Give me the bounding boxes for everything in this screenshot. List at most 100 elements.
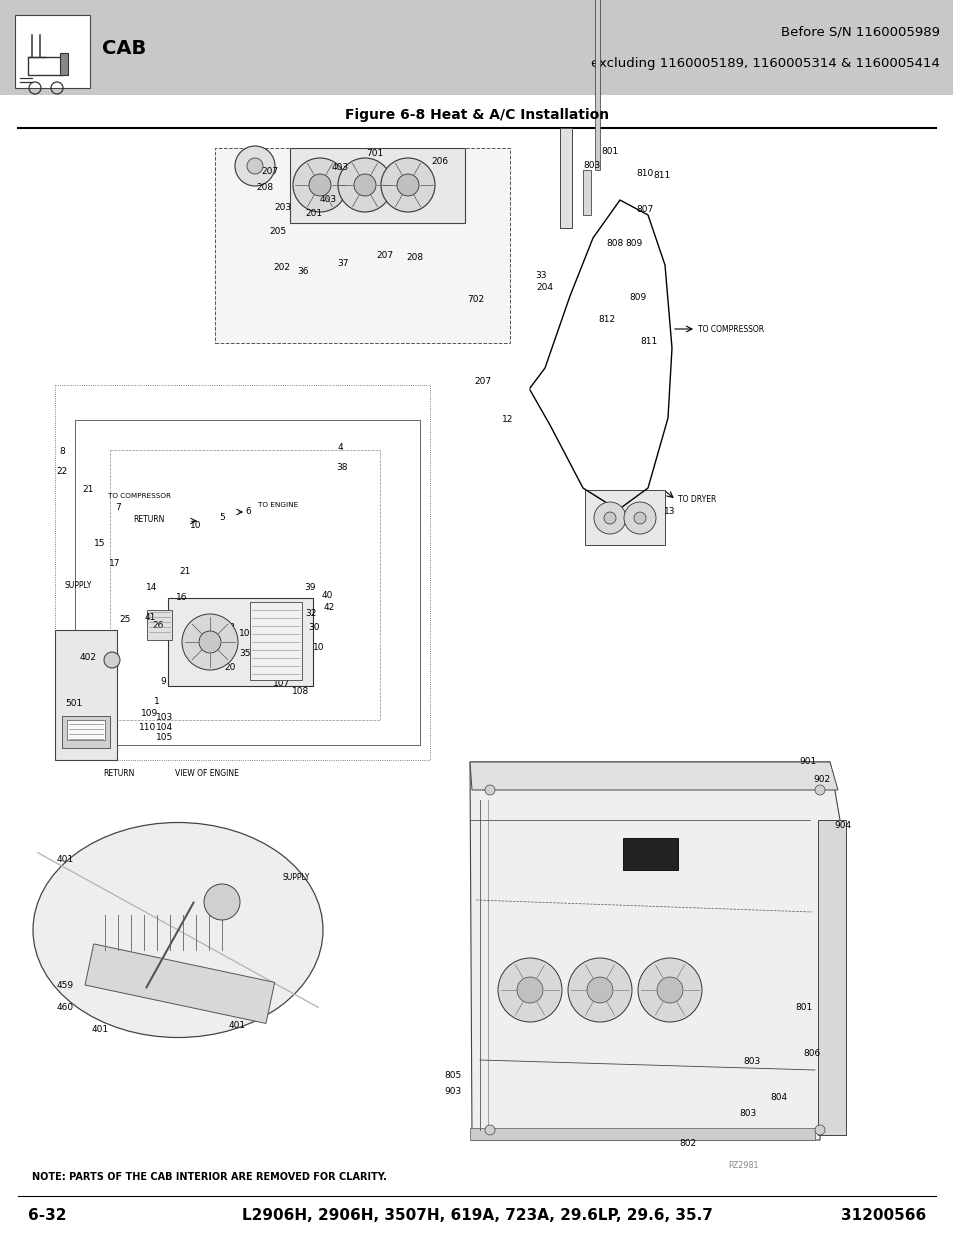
- Bar: [582, 170, 590, 215]
- Text: 402: 402: [79, 653, 96, 662]
- Text: 901: 901: [799, 757, 816, 767]
- Bar: [470, 1128, 814, 1140]
- Text: 42: 42: [323, 604, 335, 613]
- Text: 204: 204: [536, 284, 553, 293]
- Text: 12: 12: [502, 415, 513, 425]
- Text: 10: 10: [190, 520, 201, 530]
- Text: Before S/N 1160005989: Before S/N 1160005989: [781, 26, 939, 38]
- Circle shape: [204, 884, 240, 920]
- Text: 109: 109: [141, 709, 158, 719]
- Text: 207: 207: [376, 251, 394, 259]
- Text: 801: 801: [600, 147, 618, 157]
- Circle shape: [293, 158, 347, 212]
- Text: 460: 460: [56, 1004, 73, 1013]
- Text: 803: 803: [739, 1109, 756, 1118]
- Bar: [67, 720, 105, 740]
- Text: 206: 206: [431, 158, 448, 167]
- Text: 702: 702: [467, 295, 484, 305]
- Text: 32: 32: [305, 610, 316, 619]
- FancyArrowPatch shape: [146, 903, 193, 988]
- Polygon shape: [470, 762, 837, 790]
- Bar: [15, 15, 90, 88]
- Circle shape: [594, 501, 625, 534]
- Text: 701: 701: [366, 148, 383, 158]
- Text: 16: 16: [176, 594, 188, 603]
- Text: 6-32: 6-32: [28, 1209, 67, 1224]
- Text: 30: 30: [308, 622, 319, 631]
- Text: 20: 20: [224, 663, 235, 673]
- Bar: [622, 839, 678, 869]
- Text: 19: 19: [189, 638, 200, 647]
- Text: 22: 22: [56, 468, 68, 477]
- Text: 207: 207: [261, 168, 278, 177]
- Circle shape: [354, 174, 375, 196]
- Text: 101: 101: [196, 618, 213, 626]
- Circle shape: [567, 958, 631, 1023]
- Text: L2906H, 2906H, 3507H, 619A, 723A, 29.6LP, 29.6, 35.7: L2906H, 2906H, 3507H, 619A, 723A, 29.6LP…: [241, 1209, 712, 1224]
- Text: 41: 41: [144, 614, 155, 622]
- Text: 21: 21: [82, 485, 93, 494]
- Bar: [0, 0, 953, 95]
- Text: 11: 11: [286, 646, 297, 656]
- Bar: [85, 944, 274, 1024]
- Text: 403: 403: [319, 195, 336, 205]
- Text: 811: 811: [653, 170, 670, 179]
- Text: 39: 39: [304, 583, 315, 593]
- Text: 102: 102: [219, 624, 236, 632]
- Text: 107: 107: [274, 679, 291, 688]
- Bar: [147, 610, 172, 640]
- Text: RETURN: RETURN: [132, 515, 164, 524]
- Circle shape: [814, 1125, 824, 1135]
- Circle shape: [247, 158, 263, 174]
- Bar: [168, 598, 313, 685]
- Text: 35: 35: [239, 648, 251, 657]
- Text: 17: 17: [110, 558, 121, 568]
- Circle shape: [634, 513, 645, 524]
- Text: 7: 7: [115, 504, 121, 513]
- Text: RETURN: RETURN: [103, 768, 134, 778]
- Text: SUPPLY: SUPPLY: [283, 873, 310, 883]
- Circle shape: [104, 652, 120, 668]
- Text: CAB: CAB: [102, 38, 146, 58]
- Text: 810: 810: [636, 169, 653, 179]
- Circle shape: [623, 501, 656, 534]
- Text: 40: 40: [321, 592, 333, 600]
- Text: 812: 812: [598, 315, 615, 325]
- Text: 902: 902: [813, 776, 830, 784]
- Text: 806: 806: [802, 1049, 820, 1057]
- Text: 105: 105: [156, 732, 173, 741]
- Text: 203: 203: [274, 204, 292, 212]
- Text: 21: 21: [179, 568, 191, 577]
- Text: 809: 809: [625, 240, 642, 248]
- Text: 6: 6: [245, 508, 251, 516]
- Bar: [559, 128, 572, 228]
- Bar: [60, 53, 68, 75]
- Text: 18: 18: [262, 673, 274, 682]
- Text: 202: 202: [274, 263, 291, 272]
- Circle shape: [484, 785, 495, 795]
- Text: 4: 4: [336, 443, 342, 452]
- Circle shape: [182, 614, 237, 671]
- Circle shape: [497, 958, 561, 1023]
- Text: 501: 501: [66, 699, 83, 708]
- Text: 110: 110: [139, 722, 156, 731]
- Text: excluding 1160005189, 1160005314 & 1160005414: excluding 1160005189, 1160005314 & 11600…: [591, 57, 939, 69]
- Text: 904: 904: [834, 820, 851, 830]
- Bar: [250, 601, 302, 680]
- Polygon shape: [470, 762, 840, 1140]
- Text: 13: 13: [663, 508, 675, 516]
- Text: 808: 808: [606, 238, 623, 247]
- Circle shape: [603, 513, 616, 524]
- Text: 108: 108: [292, 687, 310, 695]
- Text: 802: 802: [679, 1139, 696, 1147]
- Text: 803: 803: [583, 161, 600, 169]
- Text: VIEW OF ENGINE: VIEW OF ENGINE: [174, 768, 238, 778]
- Text: Figure 6-8 Heat & A/C Installation: Figure 6-8 Heat & A/C Installation: [345, 107, 608, 122]
- Text: 15: 15: [94, 538, 106, 547]
- Text: 201: 201: [305, 209, 322, 217]
- Text: 208: 208: [406, 253, 423, 263]
- Text: 205: 205: [269, 227, 286, 236]
- Text: 31200566: 31200566: [840, 1209, 925, 1224]
- Text: 1: 1: [154, 698, 160, 706]
- Circle shape: [234, 146, 274, 186]
